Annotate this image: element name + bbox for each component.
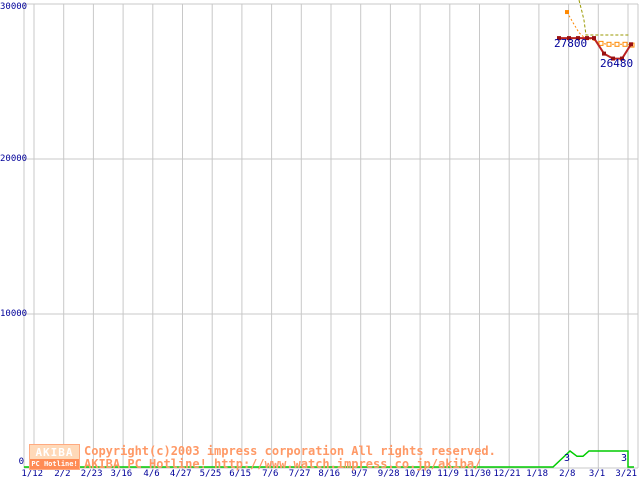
average-price-marker-open: [622, 41, 628, 47]
average-price-marker-open: [598, 40, 604, 46]
x-tick-label: 2/2: [54, 469, 71, 479]
lowest-price-marker: [557, 36, 561, 41]
x-tick-label: 3/21: [615, 469, 638, 479]
lowest-price-marker: [592, 36, 596, 41]
x-tick-label: 2/8: [559, 469, 576, 479]
y-tick-label-30000: 30000: [0, 2, 28, 12]
logo-bottom-text: PC Hotline!: [30, 459, 79, 469]
x-tick-label: 1/18: [526, 469, 548, 479]
average-price-marker-open: [614, 41, 620, 47]
average-price-marker-open: [606, 41, 612, 47]
x-tick-label: 1/12: [21, 469, 44, 479]
x-tick-label: 3/16: [110, 469, 133, 479]
lowest-price-marker: [567, 36, 571, 41]
x-tick-label: 4/27: [169, 469, 192, 479]
series-reference-price: [578, 0, 630, 36]
x-tick-label: 3/1: [588, 469, 606, 479]
logo-top-text: AKIBA: [35, 446, 74, 459]
x-tick-label: 7/6: [262, 469, 279, 479]
x-tick-label: 11/30: [463, 469, 491, 479]
copyright-line-2: AKIBA PC Hotline! http://www.watch.impre…: [84, 457, 482, 471]
y-tick-label-10000: 10000: [0, 309, 28, 319]
x-tick-label: 9/28: [377, 469, 400, 479]
x-tick-label: 6/15: [229, 469, 251, 479]
y-tick-label-0: 0: [18, 457, 24, 467]
lowest-price-marker: [576, 36, 580, 41]
lowest-price-marker: [611, 56, 615, 61]
price-annotation-start: 27800: [554, 37, 588, 50]
x-tick-label: 7/27: [288, 469, 311, 479]
x-tick-label: 4/6: [143, 469, 160, 479]
akiba-pc-hotline-logo: AKIBA PC Hotline!: [29, 444, 80, 470]
x-tick-label: 11/9: [437, 469, 459, 479]
x-tick-label: 9/7: [351, 469, 368, 479]
y-tick-label-20000: 20000: [0, 154, 28, 164]
x-tick-label: 10/19: [404, 469, 432, 479]
series-shop-count: [24, 450, 634, 468]
x-tick-label: 12/21: [493, 469, 521, 479]
x-tick-label: 2/23: [80, 469, 103, 479]
x-tick-label: 5/25: [199, 469, 222, 479]
shop-count-annotation-rise: 3: [564, 453, 571, 464]
lowest-price-marker: [585, 36, 589, 41]
lowest-price-marker: [629, 42, 633, 47]
x-axis-labels: 1/12 2/2 2/23 3/16 4/6 4/27 5/25 6/15 7/6 7/27 8/1…: [0, 470, 640, 480]
price-annotation-lowest: 26480: [600, 57, 634, 70]
x-tick-label: 8/16: [318, 469, 341, 479]
lowest-price-marker: [620, 56, 624, 61]
shop-count-annotation-end: 3: [621, 453, 628, 464]
copyright-line-1: Copyright(c)2003 impress corporation All…: [84, 444, 496, 458]
average-price-marker: [565, 10, 569, 15]
lowest-price-marker: [602, 51, 606, 56]
